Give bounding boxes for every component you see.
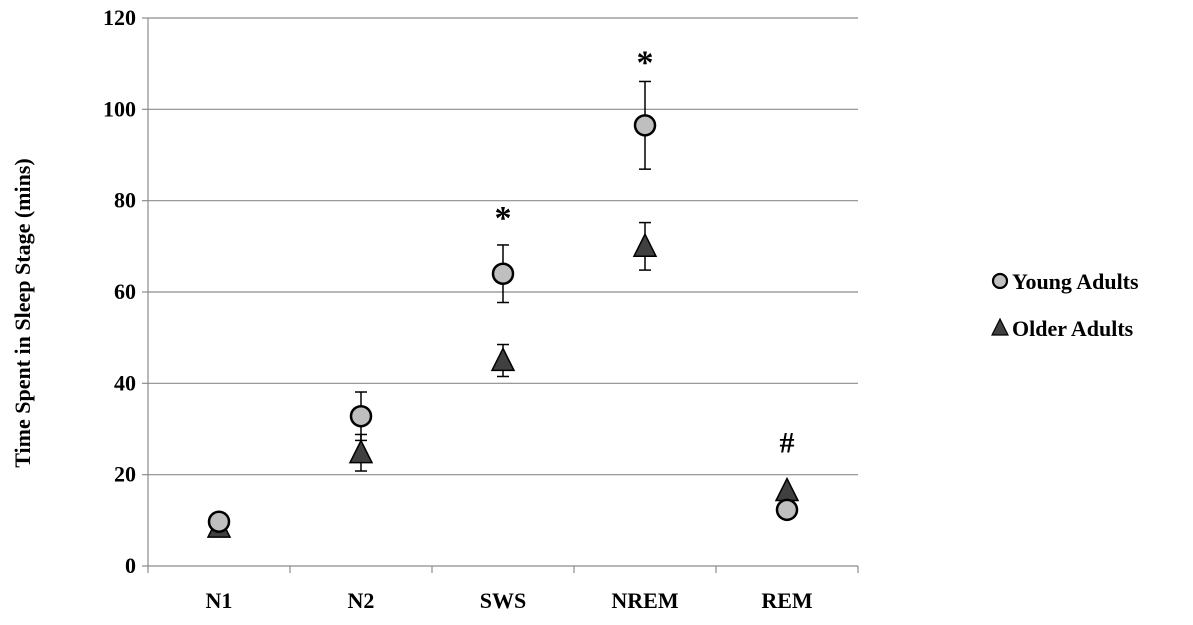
x-tick-label: SWS bbox=[480, 588, 526, 613]
data-point-young-adults bbox=[207, 510, 231, 533]
y-tick-label: 0 bbox=[125, 553, 136, 578]
significance-marker: # bbox=[780, 427, 795, 460]
x-tick-label: N2 bbox=[348, 588, 375, 613]
x-tick-label: N1 bbox=[206, 588, 233, 613]
x-tick-label: REM bbox=[761, 588, 813, 613]
data-point-older-adults bbox=[490, 346, 516, 372]
legend-label: Older Adults bbox=[1012, 316, 1134, 341]
legend-marker-young-adults bbox=[991, 272, 1009, 290]
y-tick-label: 60 bbox=[114, 279, 136, 304]
y-tick-label: 40 bbox=[114, 370, 136, 395]
data-point-older-adults bbox=[348, 438, 374, 464]
axes bbox=[142, 17, 859, 573]
data-point-young-adults bbox=[349, 404, 373, 428]
y-axis-title: Time Spent in Sleep Stage (mins) bbox=[10, 158, 35, 467]
legend-label: Young Adults bbox=[1012, 269, 1139, 294]
y-tick-label: 80 bbox=[114, 188, 136, 213]
annotations: * * # bbox=[495, 45, 795, 460]
data-point-older-adults bbox=[632, 232, 658, 257]
data-markers bbox=[206, 114, 800, 538]
x-tick-label: NREM bbox=[611, 588, 678, 613]
data-point-young-adults bbox=[633, 114, 657, 137]
axis-labels: Time Spent in Sleep Stage (mins) 0 20 40 60… bbox=[10, 5, 813, 613]
data-point-young-adults bbox=[775, 498, 799, 522]
significance-marker: * bbox=[637, 45, 654, 82]
y-tick-label: 20 bbox=[114, 462, 136, 487]
significance-marker: * bbox=[495, 200, 512, 237]
data-point-young-adults bbox=[491, 262, 515, 285]
legend: Young Adults Older Adults bbox=[991, 269, 1139, 341]
y-tick-label: 120 bbox=[103, 5, 136, 30]
y-tick-label: 100 bbox=[103, 96, 136, 121]
legend-marker-older-adults bbox=[991, 317, 1009, 336]
data-point-older-adults bbox=[774, 476, 800, 502]
